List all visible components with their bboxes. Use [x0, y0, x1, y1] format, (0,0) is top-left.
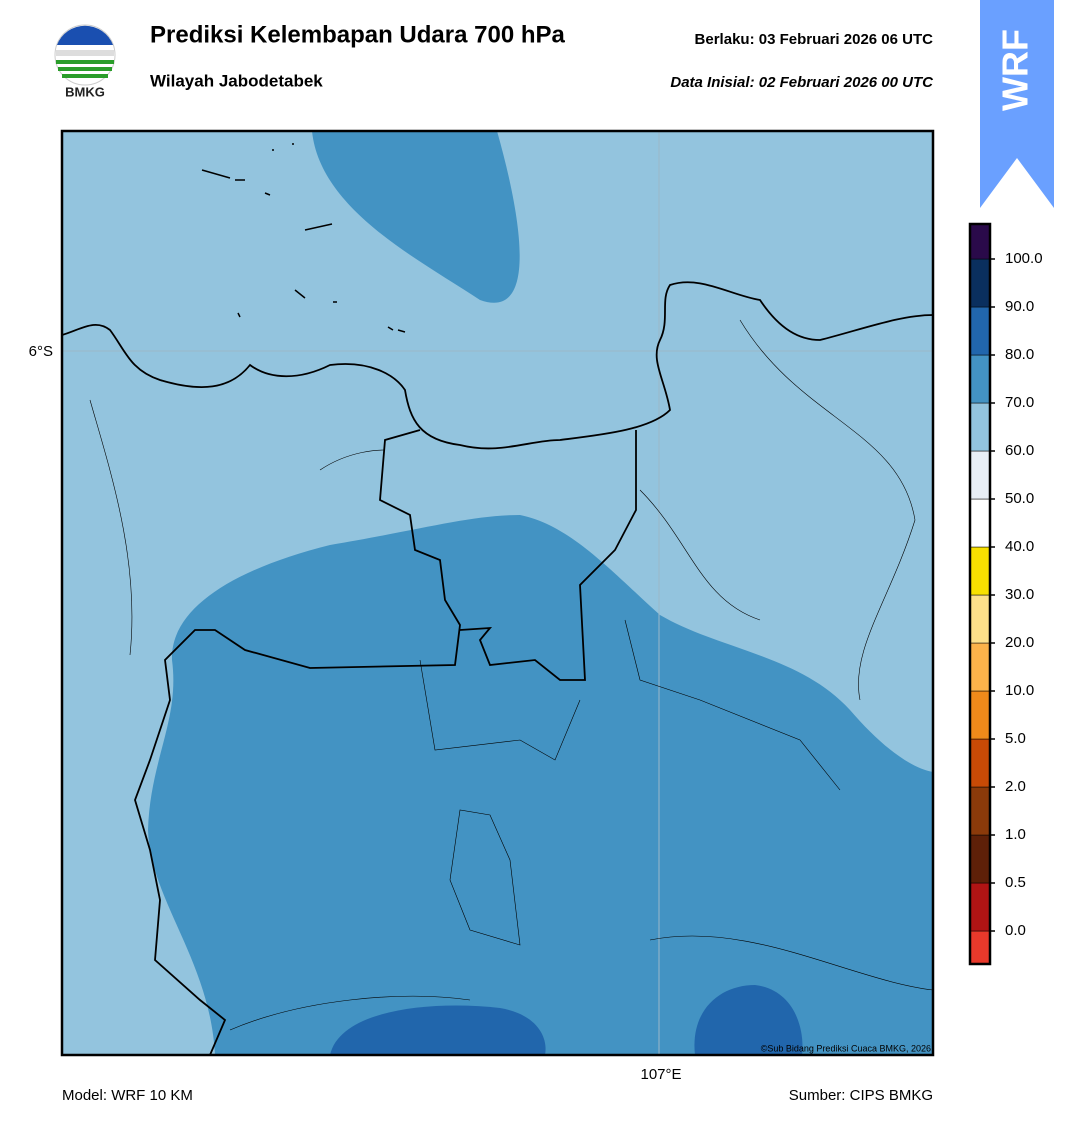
map-frame: [60, 129, 935, 1057]
colorbar-label: 20.0: [1005, 634, 1034, 651]
colorbar-segment: [969, 930, 991, 965]
province-border: [134, 429, 461, 1055]
colorbar-segment: [969, 834, 991, 884]
colorbar-label: 100.0: [1005, 250, 1043, 267]
colorbar-label: 60.0: [1005, 442, 1034, 459]
field-70-80: [312, 131, 520, 303]
model-label: Model: WRF 10 KM: [62, 1087, 193, 1104]
map-area: ©Sub Bidang Prediksi Cuaca BMKG, 2026: [62, 131, 933, 1055]
title: Prediksi Kelembapan Udara 700 hPa: [150, 21, 566, 48]
credit: ©Sub Bidang Prediksi Cuaca BMKG, 2026: [761, 1043, 931, 1053]
islands: [201, 143, 406, 333]
subtitle: Wilayah Jabodetabek: [150, 71, 323, 90]
colorbar-segment: [969, 594, 991, 644]
colorbar-segment: [969, 786, 991, 836]
colorbar-label: 70.0: [1005, 394, 1034, 411]
colorbar-label: 5.0: [1005, 730, 1026, 747]
bmkg-logo: [54, 24, 116, 86]
field-80-90: [694, 985, 803, 1055]
colorbar-segment: [969, 738, 991, 788]
colorbar-frame: [968, 222, 992, 966]
colorbar-segment: [969, 546, 991, 596]
colorbar-segment: [969, 690, 991, 740]
colorbar-label: 40.0: [1005, 538, 1034, 555]
logo-text: BMKG: [65, 84, 105, 99]
colorbar-segment: [969, 402, 991, 452]
colorbar-label: 50.0: [1005, 490, 1034, 507]
colorbar-segment: [969, 642, 991, 692]
colorbar-label: 1.0: [1005, 826, 1026, 843]
lon-label: 107°E: [640, 1066, 681, 1083]
wrf-badge-text: WRF: [995, 29, 1036, 111]
colorbar-label: 0.0: [1005, 922, 1026, 939]
wrf-badge: [980, 0, 1054, 208]
coastline: [62, 281, 933, 450]
colorbar-segment: [969, 882, 991, 932]
colorbar-segment: [969, 354, 991, 404]
province-border: [459, 430, 637, 681]
colorbar-segment: [969, 258, 991, 308]
colorbar-segment: [969, 306, 991, 356]
colorbar-label: 30.0: [1005, 586, 1034, 603]
colorbar-segment: [969, 223, 991, 260]
field-80-90: [330, 1005, 546, 1055]
colorbar-segment: [969, 450, 991, 500]
lat-label: 6°S: [29, 343, 53, 360]
colorbar-label: 2.0: [1005, 778, 1026, 795]
colorbar-label: 90.0: [1005, 298, 1034, 315]
colorbar-segment: [969, 498, 991, 548]
colorbar-label: 0.5: [1005, 874, 1026, 891]
district-border: [89, 319, 933, 1031]
init-time: Data Inisial: 02 Februari 2026 00 UTC: [670, 74, 934, 91]
source-label: Sumber: CIPS BMKG: [789, 1087, 933, 1104]
colorbar: 0.0 0.5 1.0 2.0 5.0 10.0 20.0 30.0 40.0 50.0 60.0 7…: [968, 222, 1043, 966]
colorbar-label: 80.0: [1005, 346, 1034, 363]
valid-time: Berlaku: 03 Februari 2026 06 UTC: [695, 31, 934, 48]
field-70-80: [148, 515, 933, 1055]
colorbar-label: 10.0: [1005, 682, 1034, 699]
